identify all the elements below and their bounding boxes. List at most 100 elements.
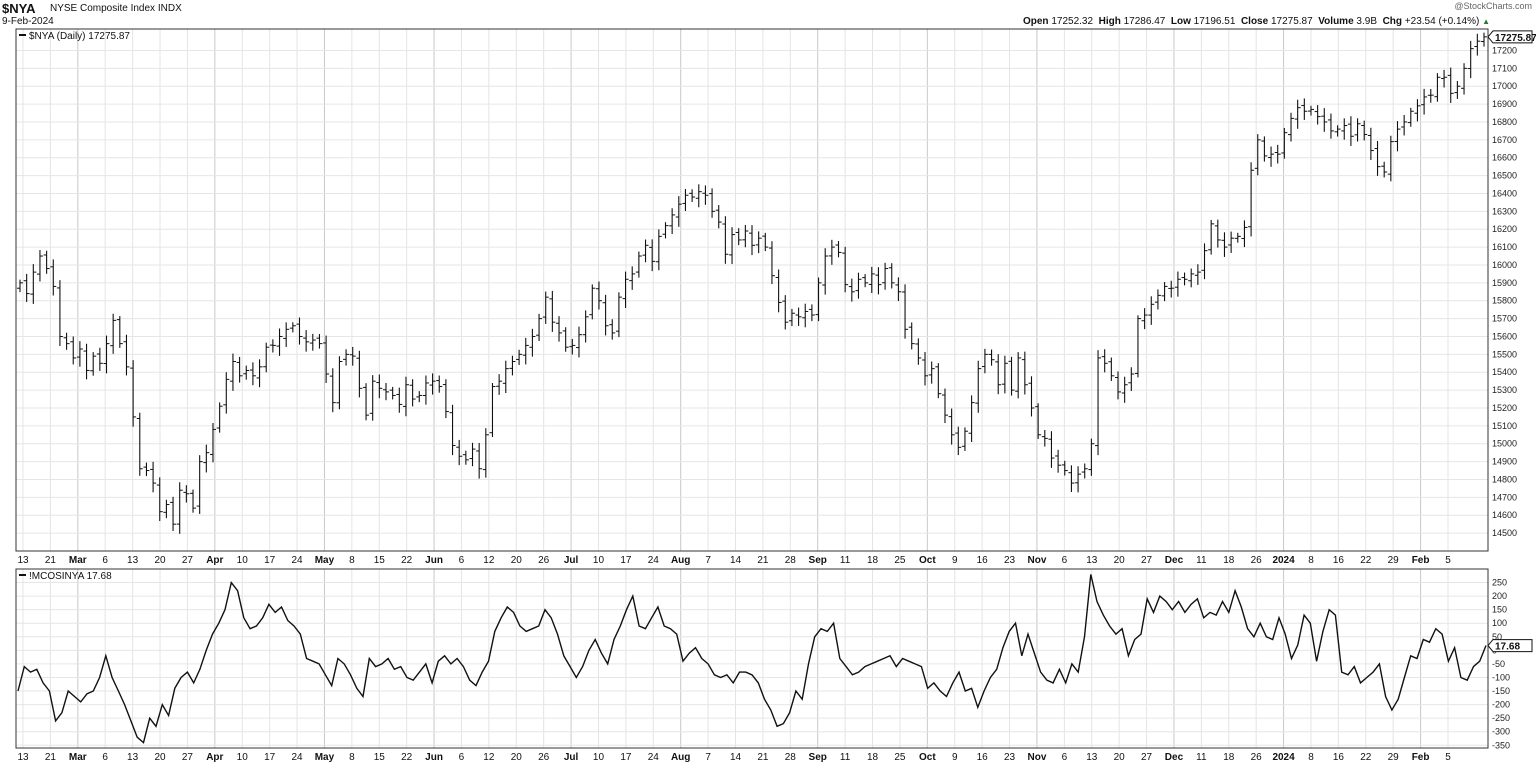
ohlc-bar xyxy=(462,450,469,465)
ohlc-bar xyxy=(569,338,576,355)
x-tick-label: 18 xyxy=(867,752,879,763)
ohlc-bar xyxy=(1161,282,1168,302)
y-tick-label: 15100 xyxy=(1492,421,1517,431)
x-tick-label: Feb xyxy=(1412,555,1430,566)
ohlc-bar xyxy=(542,291,549,324)
y-tick-label: -150 xyxy=(1492,686,1510,696)
ohlc-bar xyxy=(1334,125,1341,137)
ohlc-bar xyxy=(216,402,223,433)
ohlc-bar xyxy=(156,477,163,522)
y-tick-label: 17100 xyxy=(1492,63,1517,73)
legend-label: $NYA (Daily) 17275.87 xyxy=(29,31,130,42)
ohlc-bar xyxy=(1481,32,1487,47)
legend-swatch xyxy=(19,34,26,36)
ohlc-bar xyxy=(1148,296,1155,325)
high-label: High xyxy=(1098,16,1121,27)
ohlc-bar xyxy=(1447,67,1454,103)
ohlc-bar xyxy=(256,359,263,388)
ohlc-bar xyxy=(662,222,669,239)
y-tick-label: 150 xyxy=(1492,605,1507,615)
ohlc-bar xyxy=(476,442,483,479)
x-tick-label: 22 xyxy=(401,555,413,566)
ohlc-bar xyxy=(775,269,782,313)
x-tick-label: Oct xyxy=(919,752,936,763)
ohlc-bar xyxy=(63,332,70,350)
x-tick-label: 10 xyxy=(237,555,249,566)
ohlc-bar xyxy=(1454,80,1461,99)
ohlc-bar xyxy=(356,350,363,398)
x-tick-label: 18 xyxy=(1223,752,1235,763)
x-tick-label: 10 xyxy=(237,752,249,763)
ohlc-bar xyxy=(755,231,762,254)
y-tick-label: 50 xyxy=(1492,632,1502,642)
ohlc-bar xyxy=(150,461,157,493)
ohlc-bar xyxy=(329,368,336,413)
ohlc-bar xyxy=(1201,243,1208,280)
x-tick-label: 16 xyxy=(977,555,989,566)
ohlc-bar xyxy=(276,328,283,356)
ohlc-bar xyxy=(163,499,170,519)
ohlc-bar xyxy=(1248,162,1255,237)
ohlc-bar xyxy=(1281,127,1288,159)
oscillator-x-axis: 13 21 Mar 6 13 20 27 Apr 10 17 24 May 8 15 22 Jun 6 12 20 2… xyxy=(16,747,1488,763)
close-label: Close xyxy=(1240,16,1269,27)
ohlc-bar xyxy=(389,386,396,400)
ohlc-bar xyxy=(788,308,795,327)
x-tick-label: 16 xyxy=(1333,752,1345,763)
ohlc-bar xyxy=(556,316,563,342)
ohlc-bar xyxy=(1028,376,1035,417)
x-tick-label: 20 xyxy=(1114,752,1126,763)
y-tick-label: 17000 xyxy=(1492,81,1517,91)
ohlc-bar xyxy=(1361,120,1368,141)
chg-label: Chg xyxy=(1382,16,1403,27)
y-tick-label: 15600 xyxy=(1492,331,1517,341)
ohlc-bar xyxy=(23,273,30,302)
y-tick-label: 16400 xyxy=(1492,188,1517,198)
ohlc-bar xyxy=(269,339,276,353)
ohlc-bar xyxy=(1441,69,1448,88)
ohlc-bar xyxy=(1208,219,1215,255)
ohlc-bar xyxy=(915,338,922,365)
last-value-label: 17275.87 xyxy=(1495,33,1536,44)
x-tick-label: 28 xyxy=(785,752,797,763)
ohlc-bar xyxy=(695,184,702,208)
ohlc-bar xyxy=(516,349,523,366)
ohlc-bar xyxy=(130,360,137,427)
x-tick-label: 24 xyxy=(291,752,303,763)
ohlc-bar xyxy=(1154,289,1161,310)
ohlc-bar xyxy=(828,239,835,265)
ohlc-bar xyxy=(1301,98,1308,120)
ohlc-bar xyxy=(489,383,496,438)
x-tick-label: 11 xyxy=(1196,555,1207,566)
x-tick-label: 6 xyxy=(1062,752,1068,763)
chart-date: 9-Feb-2024 xyxy=(2,16,54,27)
y-tick-label: -100 xyxy=(1492,672,1510,682)
oscillator-panel: -350-300-250-200-150-100-500501001502002… xyxy=(15,568,1533,750)
x-tick-label: 23 xyxy=(1004,752,1016,763)
y-tick-label: 16100 xyxy=(1492,242,1517,252)
x-tick-label: 26 xyxy=(1251,752,1263,763)
x-tick-label: 13 xyxy=(1086,555,1098,566)
ohlc-bar xyxy=(103,335,110,374)
ohlc-bar xyxy=(1075,466,1082,493)
y-tick-label: 250 xyxy=(1492,578,1507,588)
ohlc-bar xyxy=(1307,105,1314,116)
ohlc-bar xyxy=(509,355,516,376)
ohlc-bar xyxy=(1141,308,1148,330)
low-value: 17196.51 xyxy=(1193,16,1236,27)
x-tick-label: Aug xyxy=(671,752,690,763)
ohlc-bar xyxy=(1367,127,1374,160)
ohlc-bar xyxy=(316,334,323,349)
x-tick-label: 26 xyxy=(538,752,550,763)
ohlc-bar xyxy=(303,330,310,352)
ohlc-bar xyxy=(895,277,902,302)
ohlc-bar xyxy=(409,379,416,407)
ohlc-bar xyxy=(875,267,882,295)
ohlc-bar xyxy=(1214,219,1221,248)
low-label: Low xyxy=(1170,16,1191,27)
x-tick-label: 20 xyxy=(154,752,166,763)
ohlc-bar xyxy=(436,375,443,393)
x-tick-label: 14 xyxy=(730,752,742,763)
ohlc-bar xyxy=(1128,367,1135,392)
